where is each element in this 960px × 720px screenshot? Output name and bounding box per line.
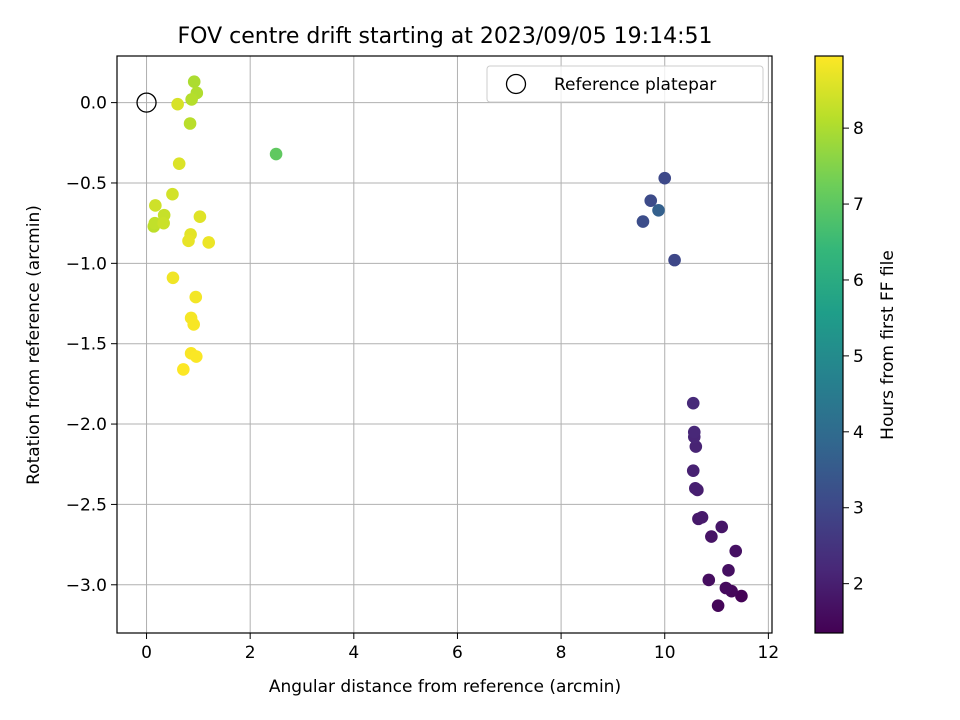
- colorbar-gradient: [815, 56, 843, 633]
- scatter-points: [136, 75, 748, 612]
- x-axis-label: Angular distance from reference (arcmin): [269, 677, 621, 697]
- data-point: [722, 564, 735, 577]
- data-point: [269, 147, 283, 161]
- data-point: [171, 97, 184, 111]
- colorbar-tick-label: 6: [853, 271, 864, 291]
- data-point: [658, 171, 672, 185]
- chart-title: FOV centre drift starting at 2023/09/05 …: [178, 24, 713, 49]
- data-point: [705, 530, 718, 543]
- data-point: [668, 253, 681, 267]
- data-point: [182, 234, 195, 248]
- data-point: [189, 350, 203, 363]
- data-point: [202, 236, 216, 249]
- x-tick-label: 4: [348, 643, 359, 663]
- data-point: [689, 482, 702, 495]
- legend-box: [486, 65, 764, 103]
- x-tick-label: 6: [452, 643, 463, 663]
- colorbar-tick-label: 7: [853, 195, 864, 215]
- colorbar-ticks: 2 3 4 5 6 7 8: [843, 119, 864, 595]
- data-point: [187, 75, 201, 89]
- data-point: [735, 589, 748, 603]
- data-point: [183, 117, 197, 130]
- data-point: [157, 216, 170, 230]
- data-point: [148, 216, 162, 230]
- data-point: [172, 157, 186, 170]
- y-axis-label: Rotation from reference (arcmin): [24, 205, 44, 485]
- data-point: [729, 544, 743, 558]
- data-point: [187, 318, 200, 331]
- colorbar-tick-label: 2: [853, 575, 864, 595]
- legend-entry-label: Reference platepar: [554, 75, 716, 95]
- data-point: [644, 194, 658, 207]
- colorbar-tick-label: 8: [853, 119, 864, 139]
- data-point: [686, 396, 700, 410]
- colorbar-frame: [814, 55, 844, 634]
- colorbar-tick-label: 4: [853, 423, 864, 443]
- data-point: [689, 440, 703, 453]
- data-point: [715, 520, 729, 534]
- x-tick-label: 8: [556, 643, 567, 663]
- grid-lines: [117, 56, 772, 633]
- data-point: [189, 290, 203, 304]
- data-point: [177, 363, 190, 376]
- data-point: [193, 210, 207, 224]
- y-tick-label: −2.5: [66, 495, 107, 515]
- colorbar: 2 3 4 5 6 7 8 Hours from first FF file: [814, 55, 898, 634]
- x-tick-label: 0: [141, 643, 152, 663]
- x-tick-label: 12: [758, 643, 780, 663]
- reference-platepar-marker: [136, 92, 157, 113]
- y-tick-label: 0.0: [80, 94, 107, 114]
- colorbar-tick-label: 5: [853, 347, 864, 367]
- data-point: [652, 203, 665, 217]
- legend: Reference platepar: [486, 65, 764, 103]
- colorbar-tick-label: 3: [853, 499, 864, 519]
- legend-reference-marker: [505, 73, 527, 95]
- data-point: [686, 464, 700, 477]
- data-point: [711, 599, 725, 612]
- y-tick-label: −2.0: [66, 415, 107, 435]
- plot-frame: [116, 55, 773, 634]
- y-tick-label: −0.5: [66, 174, 107, 194]
- x-tick-label: 10: [654, 643, 676, 663]
- data-point: [185, 93, 198, 106]
- x-tick-label: 2: [245, 643, 256, 663]
- y-tick-label: −3.0: [66, 576, 107, 596]
- data-point: [149, 199, 162, 212]
- data-point: [719, 581, 733, 595]
- y-tick-label: −1.0: [66, 254, 107, 274]
- data-point: [636, 215, 650, 228]
- data-point: [702, 573, 716, 587]
- data-point: [166, 271, 180, 285]
- axis-ticks: 0 2 4 6 8 10 12 0.0 −0.5 −1.0 −1.5 −2.0 −2.5 −3.0: [66, 94, 779, 663]
- plot-area: [117, 56, 772, 633]
- data-point: [695, 510, 709, 524]
- y-tick-label: −1.5: [66, 335, 107, 355]
- data-point: [687, 425, 701, 439]
- colorbar-label: Hours from first FF file: [878, 250, 898, 440]
- data-point: [166, 187, 179, 201]
